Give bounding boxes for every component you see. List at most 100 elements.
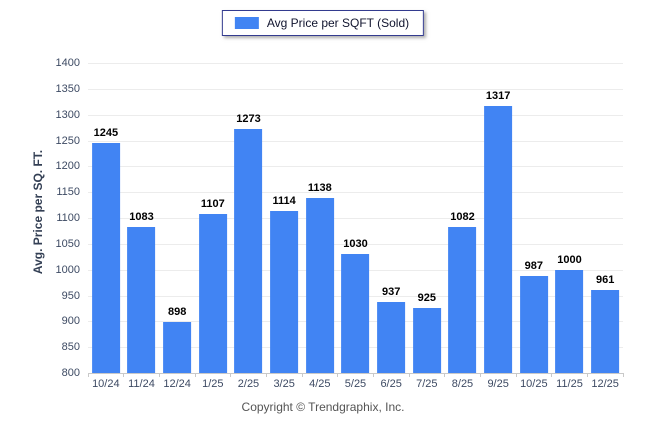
- x-tick-label: 7/25: [416, 378, 438, 390]
- bar-10/24[interactable]: [91, 143, 120, 373]
- x-axis-tick-mark: [194, 373, 196, 377]
- y-tick-label: 900: [61, 315, 80, 328]
- y-tick-label: 1250: [55, 134, 80, 147]
- gridline: [88, 373, 623, 374]
- bar-band: 1000: [552, 63, 588, 373]
- bar-7/25[interactable]: [412, 308, 441, 373]
- x-axis-tick-mark: [372, 373, 374, 377]
- x-tick-label: 2/25: [237, 378, 260, 390]
- y-tick-label: 1050: [55, 237, 80, 250]
- bar-value-label: 898: [167, 306, 187, 319]
- plot-area: 1245 1083 898 1107 1273 1114 1138 1030 937 925 108…: [87, 63, 624, 377]
- bar-value-label: 1107: [200, 198, 225, 211]
- legend: Avg Price per SQFT (Sold): [221, 10, 425, 36]
- y-axis-tick-labels: 1400 1350 1300 1250 1200 1150 1100 1050 1000 950 9…: [0, 57, 80, 379]
- bar-value-label: 925: [417, 292, 437, 305]
- bar-band: 1317: [480, 63, 516, 373]
- gridline: [88, 166, 623, 168]
- x-axis-tick-mark: [265, 373, 267, 377]
- bar-11/24[interactable]: [127, 226, 156, 373]
- legend-label: Avg Price per SQFT (Sold): [266, 16, 410, 30]
- gridline: [88, 63, 623, 64]
- bar-10/25[interactable]: [519, 276, 548, 373]
- y-tick-label: 1400: [55, 57, 80, 69]
- bar-band: 1082: [445, 63, 481, 373]
- y-tick-label: 1000: [55, 263, 80, 276]
- bar-band: 1083: [124, 63, 160, 373]
- x-axis-tick-mark: [444, 373, 446, 377]
- gridline: [88, 114, 623, 116]
- x-axis-tick-mark: [551, 373, 553, 377]
- x-axis-tick-mark: [586, 373, 588, 377]
- x-tick-label: 10/24: [92, 378, 120, 390]
- x-axis-tick-mark: [158, 373, 160, 377]
- bar-12/25[interactable]: [591, 289, 620, 373]
- bar-value-label: 1138: [307, 182, 332, 195]
- gridline: [88, 218, 623, 219]
- x-tick-label: 12/24: [163, 378, 191, 390]
- gridline: [88, 140, 623, 142]
- bar-band: 937: [373, 63, 409, 373]
- gridline: [88, 192, 623, 194]
- x-axis-tick-labels: 10/24 11/24 12/24 1/25 2/25 3/25 4/25 5/25 6/25 7…: [88, 378, 623, 394]
- x-tick-label: 6/25: [380, 378, 402, 390]
- bar-value-label: 1273: [236, 112, 261, 125]
- y-tick-label: 850: [61, 341, 80, 354]
- bar-5/25[interactable]: [341, 254, 370, 373]
- bar-value-label: 937: [381, 286, 401, 299]
- y-tick-label: 1200: [55, 160, 80, 173]
- x-tick-label: 4/25: [309, 378, 331, 390]
- bar-value-label: 1082: [450, 211, 475, 224]
- x-axis-tick-mark: [87, 373, 89, 377]
- x-axis-tick-mark: [230, 373, 232, 377]
- x-tick-label: 5/25: [344, 378, 367, 390]
- x-axis-tick-mark: [123, 373, 125, 377]
- x-axis-tick-mark: [408, 373, 410, 377]
- bar-2/25[interactable]: [234, 128, 263, 373]
- x-tick-label: 11/25: [556, 378, 583, 390]
- bar-band: 1107: [195, 63, 231, 373]
- bar-value-label: 987: [524, 260, 544, 273]
- x-axis-tick-mark: [622, 373, 624, 377]
- y-tick-label: 1100: [56, 212, 80, 224]
- bar-value-label: 1083: [129, 210, 154, 223]
- x-axis-tick-mark: [337, 373, 339, 377]
- y-tick-label: 800: [61, 367, 80, 379]
- x-axis-tick-mark: [479, 373, 481, 377]
- y-tick-label: 950: [61, 289, 80, 302]
- bar-value-label: 1030: [343, 238, 368, 251]
- y-tick-label: 1150: [56, 186, 80, 199]
- copyright-text: Copyright © Trendgraphix, Inc.: [241, 400, 405, 414]
- bar-band: 1030: [338, 63, 374, 373]
- bar-8/25[interactable]: [448, 227, 477, 373]
- x-axis-tick-mark: [515, 373, 517, 377]
- bar-value-label: 1114: [272, 194, 296, 207]
- y-tick-label: 1300: [55, 108, 80, 121]
- x-tick-label: 1/25: [202, 378, 224, 390]
- bar-value-label: 1245: [93, 127, 119, 140]
- bar-band: 925: [409, 63, 445, 373]
- bar-3/25[interactable]: [270, 210, 299, 373]
- bar-band: 961: [587, 63, 623, 373]
- bar-9/25[interactable]: [484, 105, 513, 373]
- x-tick-label: 11/24: [128, 378, 155, 390]
- bar-band: 1245: [88, 63, 124, 373]
- x-tick-label: 8/25: [451, 378, 474, 390]
- gridline: [88, 243, 623, 245]
- bar-12/24[interactable]: [163, 322, 192, 373]
- bar-1/25[interactable]: [198, 214, 227, 373]
- x-tick-label: 9/25: [487, 378, 509, 390]
- bar-6/25[interactable]: [377, 302, 406, 373]
- legend-swatch: [234, 17, 259, 29]
- x-axis-tick-mark: [301, 373, 303, 377]
- bar-band: 1114: [266, 63, 302, 373]
- bar-value-label: 1000: [557, 253, 582, 266]
- bar-band: 898: [159, 63, 195, 373]
- bar-value-label: 961: [595, 273, 615, 286]
- y-tick-label: 1350: [55, 82, 80, 95]
- x-tick-label: 12/25: [591, 378, 619, 390]
- gridline: [88, 88, 623, 90]
- bar-11/25[interactable]: [555, 269, 584, 373]
- bar-4/25[interactable]: [305, 198, 334, 373]
